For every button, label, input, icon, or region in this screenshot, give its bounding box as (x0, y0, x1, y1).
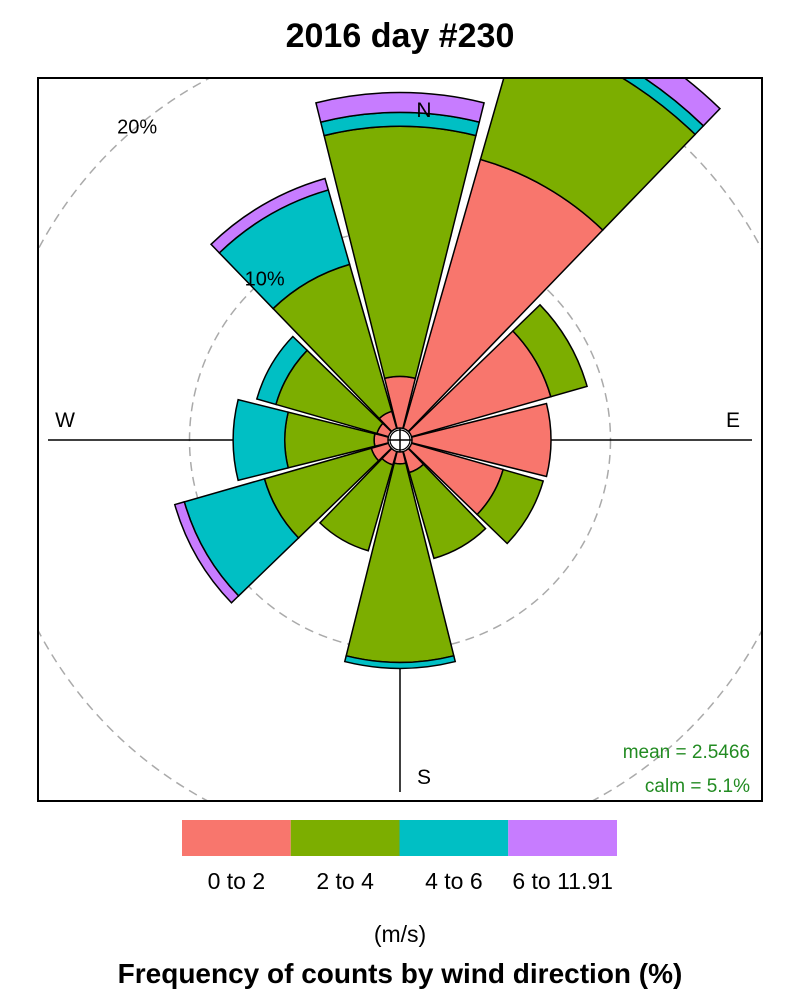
petal-30-series-4 (642, 78, 722, 127)
chart-title: 2016 day #230 (286, 17, 515, 55)
petal-90-series-1 (410, 402, 552, 478)
legend: 0 to 2 2 to 4 4 to 6 6 to 11.91 (182, 820, 617, 894)
petal-150-series-2 (408, 463, 487, 560)
petals (173, 78, 722, 670)
petal-120-series-2 (476, 468, 545, 545)
compass-west: W (55, 409, 75, 432)
petal-300-series-3 (255, 335, 309, 406)
plot-border (37, 77, 763, 802)
legend-swatch-1 (182, 820, 291, 856)
legend-swatch-2 (290, 820, 400, 856)
calm-label: calm = 5.1% (645, 776, 750, 797)
legend-swatch-4 (508, 820, 617, 856)
petal-210-series-2 (318, 457, 394, 552)
ring-label-10: 10% (245, 269, 285, 291)
legend-label-4: 6 to 11.91 (512, 868, 613, 894)
legend-swatch-3 (399, 820, 509, 856)
ring-labels: 10% 20% (117, 117, 285, 291)
mean-label: mean = 2.5466 (623, 742, 750, 763)
footer-caption: Frequency of counts by wind direction (%… (118, 958, 683, 989)
ring-label-20: 20% (117, 117, 157, 139)
petal-240-series-4 (173, 500, 240, 604)
petal-60-series-2 (511, 303, 589, 398)
petal-270-series-3 (232, 398, 290, 482)
compass-south: S (417, 766, 431, 789)
compass-east: E (726, 409, 740, 432)
compass-north: N (416, 99, 431, 122)
legend-label-3: 4 to 6 (425, 868, 483, 894)
legend-unit: (m/s) (374, 921, 426, 947)
petal-0-series-4 (315, 91, 485, 124)
petal-330-series-4 (209, 177, 330, 254)
legend-label-2: 2 to 4 (316, 868, 374, 894)
petal-180-series-3 (343, 654, 457, 670)
plot-area: 10% 20% (38, 78, 762, 801)
legend-label-1: 0 to 2 (208, 868, 266, 894)
